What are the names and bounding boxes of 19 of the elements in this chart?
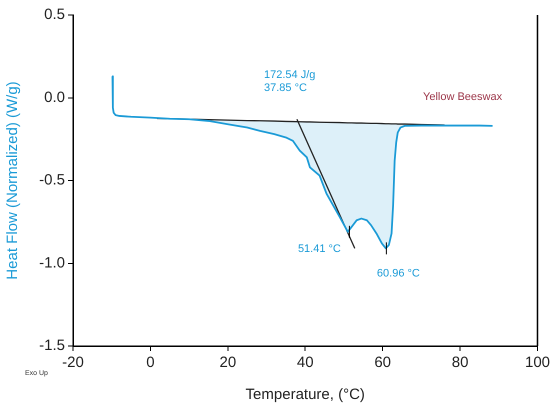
x-tick-label: 40 <box>296 354 314 372</box>
y-tick-label: 0.0 <box>44 88 65 106</box>
x-tick-label: 60 <box>374 354 391 372</box>
annotation: 172.54 J/g <box>264 69 316 81</box>
annotation: 37.85 °C <box>264 82 307 94</box>
x-tick-label: 100 <box>524 354 550 372</box>
annotation: 51.41 °C <box>298 242 341 255</box>
y-tick-label: -1.5 <box>39 337 65 354</box>
y-tick-label: 0.5 <box>44 6 65 24</box>
annotation: 60.96 °C <box>376 267 420 280</box>
y-axis-title: Heat Flow (Normalized) (W/g) <box>4 81 22 280</box>
annotation: Yellow Beeswax <box>423 91 503 103</box>
x-tick-label: 0 <box>146 354 155 372</box>
x-axis-title: Temperature, (°C) <box>246 386 365 404</box>
y-tick-label: -1.0 <box>39 254 65 272</box>
y-tick-label: -0.5 <box>39 172 65 189</box>
x-tick-label: -20 <box>62 354 84 372</box>
x-tick-label: 20 <box>219 354 236 372</box>
x-tick-label: 80 <box>452 354 468 372</box>
